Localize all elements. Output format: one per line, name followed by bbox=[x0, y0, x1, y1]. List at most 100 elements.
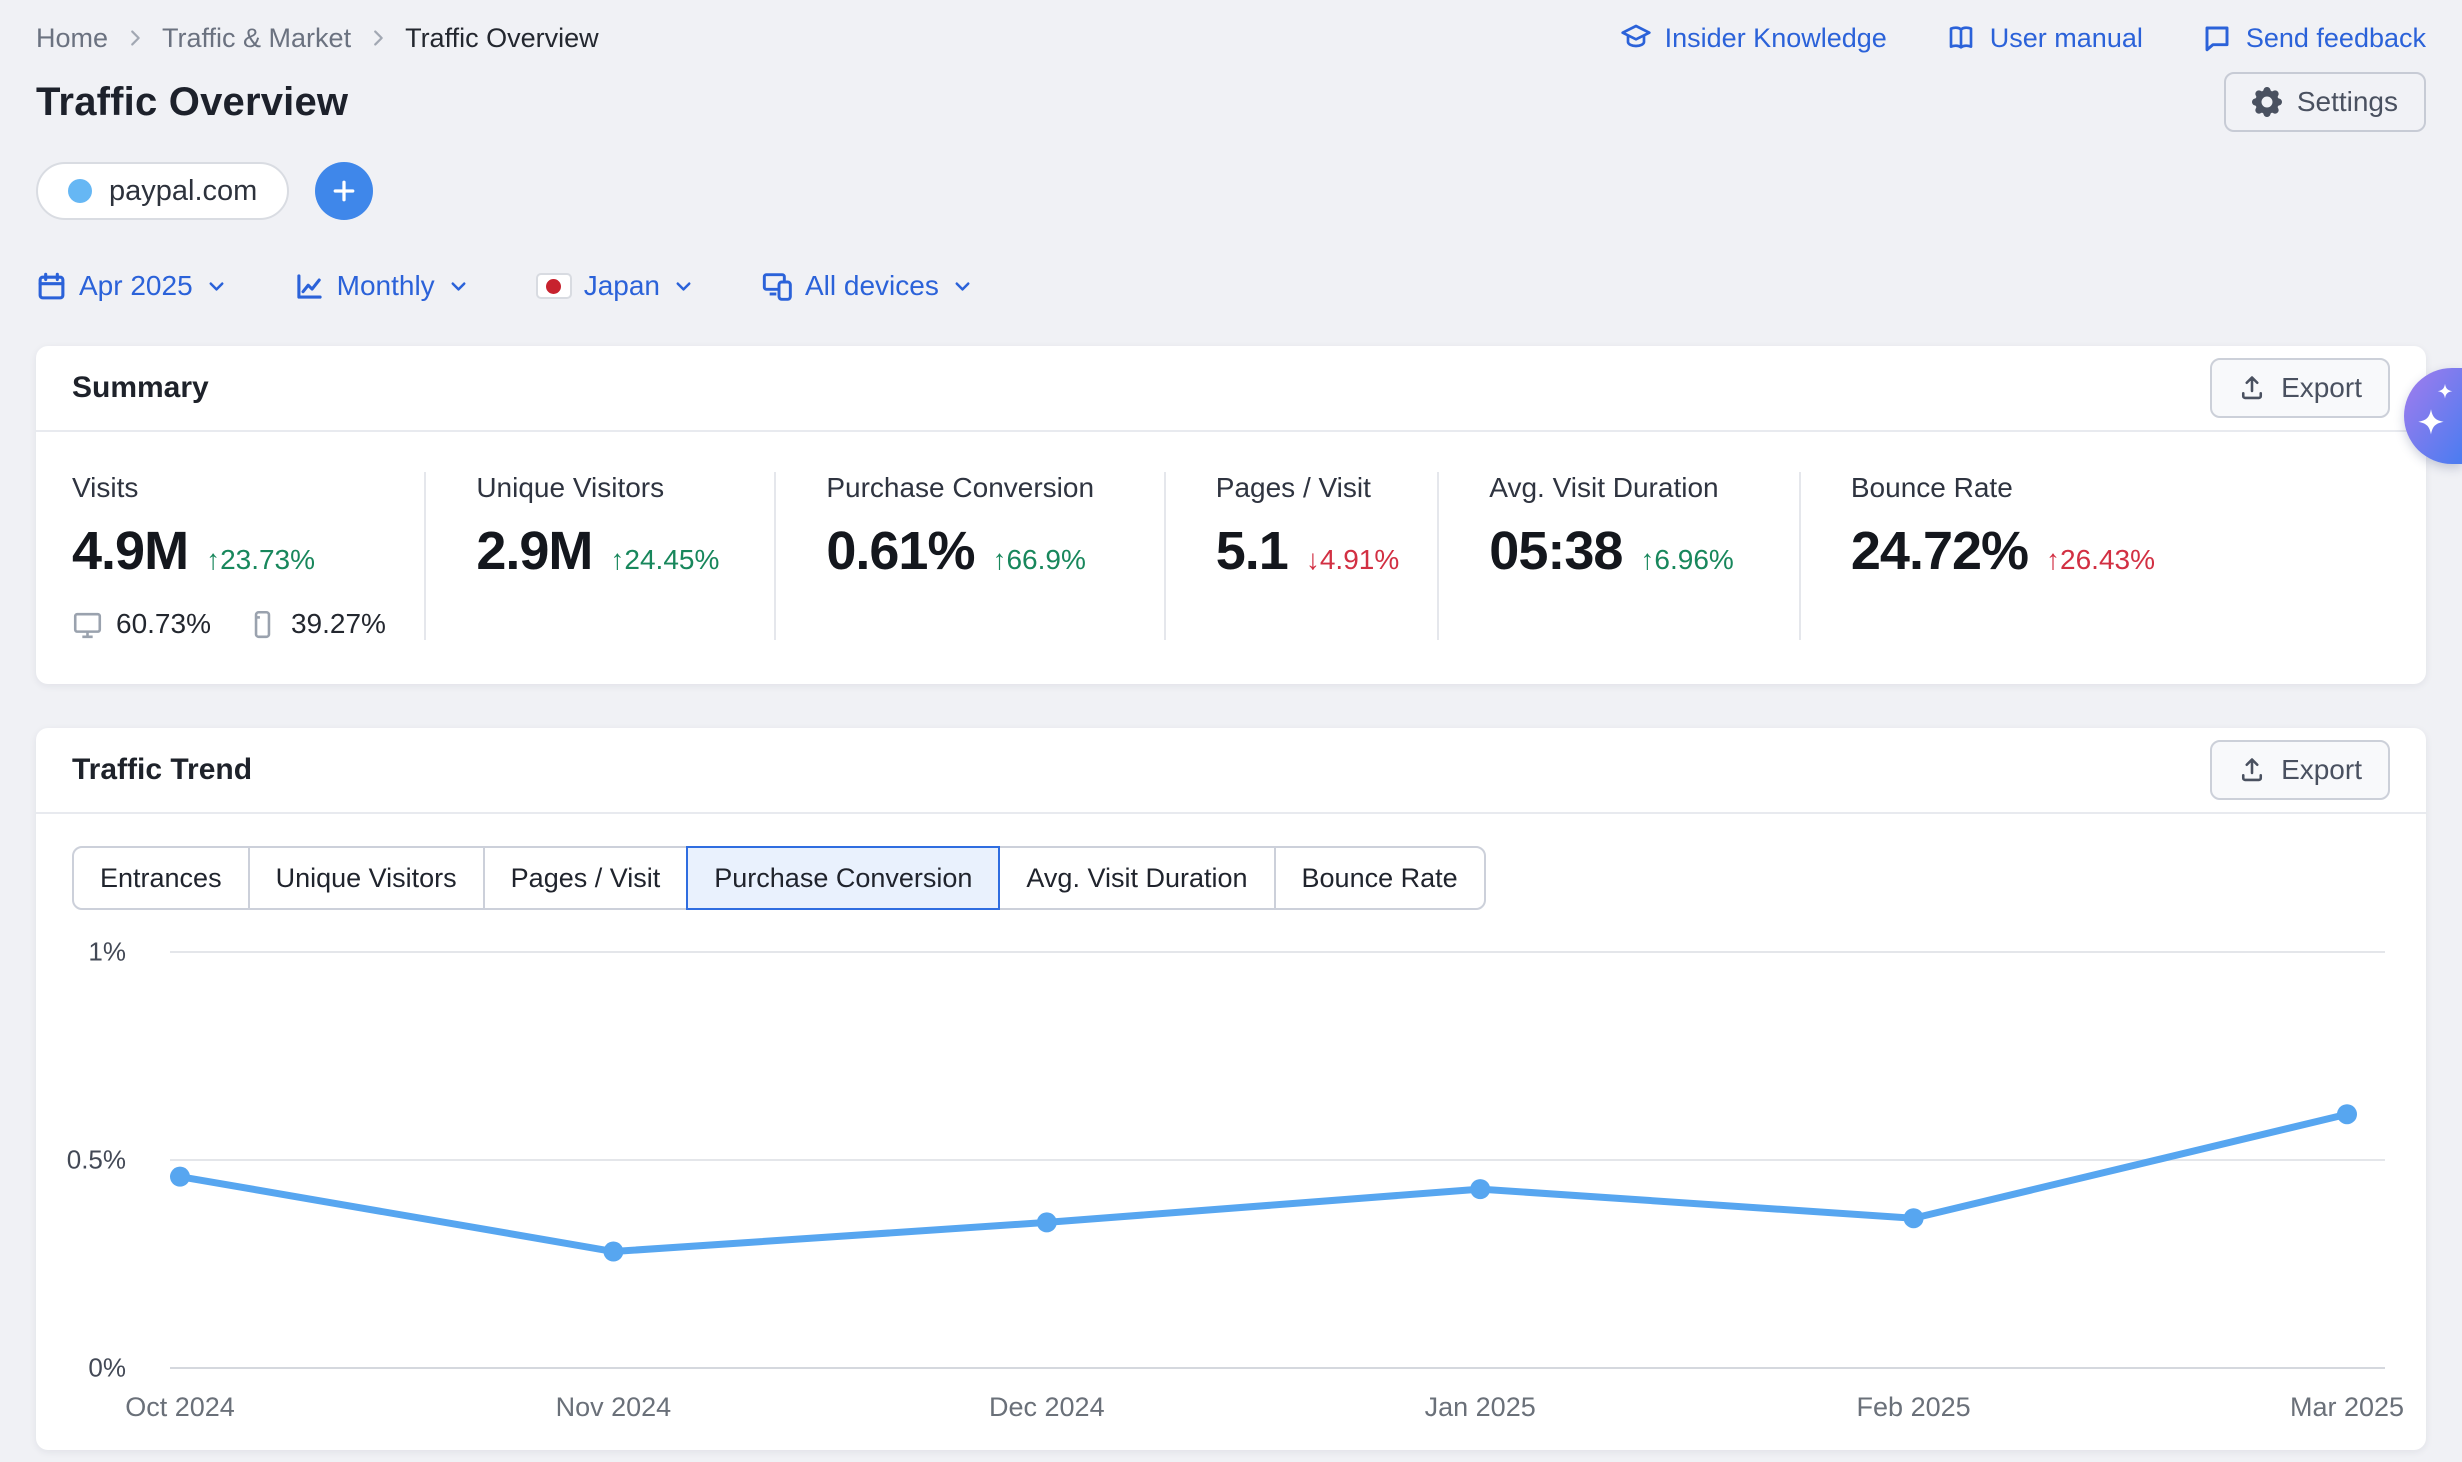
metric-value: 0.61% bbox=[826, 520, 974, 582]
chart-x-label: Nov 2024 bbox=[556, 1392, 672, 1423]
summary-title: Summary bbox=[72, 371, 209, 405]
trend-tab-pages-visit[interactable]: Pages / Visit bbox=[483, 846, 689, 910]
settings-label: Settings bbox=[2297, 86, 2398, 118]
trend-tab-entrances[interactable]: Entrances bbox=[72, 846, 250, 910]
summary-metric-unique-visitors: Unique Visitors 2.9M ↑24.45% bbox=[424, 472, 774, 640]
devices-filter-value: All devices bbox=[805, 270, 939, 302]
breadcrumb-item-traffic-overview: Traffic Overview bbox=[405, 23, 599, 54]
japan-flag-icon bbox=[536, 273, 572, 299]
data-point-feb-2025[interactable] bbox=[1904, 1208, 1924, 1228]
export-upload-icon bbox=[2238, 756, 2266, 784]
metric-value: 5.1 bbox=[1216, 520, 1288, 582]
traffic-trend-title: Traffic Trend bbox=[72, 753, 252, 787]
metric-label: Visits bbox=[72, 472, 424, 504]
metric-change: ↑24.45% bbox=[610, 544, 719, 576]
desktop-icon bbox=[72, 609, 103, 640]
date-filter[interactable]: Apr 2025 bbox=[36, 270, 228, 302]
trend-tab-purchase-conversion[interactable]: Purchase Conversion bbox=[686, 846, 1000, 910]
top-links: Insider Knowledge User manual Send feedb… bbox=[1620, 22, 2426, 54]
chart-y-tick: 1% bbox=[88, 937, 126, 968]
breadcrumb-item-home[interactable]: Home bbox=[36, 23, 108, 54]
granularity-filter[interactable]: Monthly bbox=[294, 270, 470, 302]
data-point-oct-2024[interactable] bbox=[170, 1167, 190, 1187]
summary-card-header: Summary Export bbox=[36, 346, 2426, 432]
title-row: Traffic Overview Settings bbox=[36, 72, 2426, 132]
summary-metric-purchase-conversion: Purchase Conversion 0.61% ↑66.9% bbox=[774, 472, 1163, 640]
summary-card: Summary Export Visits 4.9M ↑23.73% 60.73% 39… bbox=[36, 346, 2426, 684]
insider-knowledge-link[interactable]: Insider Knowledge bbox=[1620, 22, 1887, 54]
devices-icon bbox=[761, 270, 793, 302]
chevron-right-icon bbox=[367, 27, 389, 49]
metric-value: 24.72% bbox=[1851, 520, 2028, 582]
summary-metric-bounce-rate: Bounce Rate 24.72% ↑26.43% bbox=[1799, 472, 2390, 640]
data-point-dec-2024[interactable] bbox=[1037, 1212, 1057, 1232]
metric-value: 2.9M bbox=[476, 520, 592, 582]
summary-export-button[interactable]: Export bbox=[2210, 358, 2390, 418]
domain-chip[interactable]: paypal.com bbox=[36, 162, 289, 220]
chart-x-label: Feb 2025 bbox=[1857, 1392, 1971, 1423]
data-point-mar-2025[interactable] bbox=[2337, 1104, 2357, 1124]
metric-change: ↑66.9% bbox=[992, 544, 1085, 576]
metric-value: 4.9M bbox=[72, 520, 188, 582]
data-point-nov-2024[interactable] bbox=[603, 1242, 623, 1262]
metric-label: Unique Visitors bbox=[476, 472, 774, 504]
user-manual-label: User manual bbox=[1990, 23, 2143, 54]
chart-x-label: Dec 2024 bbox=[989, 1392, 1105, 1423]
chart-x-label: Jan 2025 bbox=[1425, 1392, 1536, 1423]
summary-metric-visits: Visits 4.9M ↑23.73% 60.73% 39.27% bbox=[72, 472, 424, 640]
send-feedback-link[interactable]: Send feedback bbox=[2201, 22, 2426, 54]
region-filter-value: Japan bbox=[584, 270, 660, 302]
metric-label: Purchase Conversion bbox=[826, 472, 1163, 504]
mobile-share: 39.27% bbox=[291, 608, 386, 640]
desktop-share: 60.73% bbox=[116, 608, 211, 640]
trend-tab-avg-visit-duration[interactable]: Avg. Visit Duration bbox=[998, 846, 1275, 910]
granularity-filter-value: Monthly bbox=[337, 270, 435, 302]
trend-tab-unique-visitors[interactable]: Unique Visitors bbox=[248, 846, 485, 910]
add-competitor-button[interactable] bbox=[315, 162, 373, 220]
chart-y-tick: 0% bbox=[88, 1353, 126, 1384]
top-bar: Home Traffic & Market Traffic Overview Ins… bbox=[36, 16, 2426, 60]
breadcrumb: Home Traffic & Market Traffic Overview bbox=[36, 23, 599, 54]
insider-knowledge-label: Insider Knowledge bbox=[1665, 23, 1887, 54]
chevron-down-icon bbox=[672, 275, 695, 298]
page-title: Traffic Overview bbox=[36, 80, 348, 125]
metric-value: 05:38 bbox=[1489, 520, 1622, 582]
chart-x-labels: Oct 2024Nov 2024Dec 2024Jan 2025Feb 2025… bbox=[170, 1392, 2385, 1426]
traffic-overview-page: Home Traffic & Market Traffic Overview Ins… bbox=[0, 0, 2462, 1450]
metric-label: Pages / Visit bbox=[1216, 472, 1438, 504]
export-upload-icon bbox=[2238, 374, 2266, 402]
breadcrumb-item-traffic-market[interactable]: Traffic & Market bbox=[162, 23, 351, 54]
line-chart-icon bbox=[294, 271, 325, 302]
user-manual-link[interactable]: User manual bbox=[1945, 22, 2143, 54]
data-point-jan-2025[interactable] bbox=[1470, 1179, 1490, 1199]
metric-change: ↓4.91% bbox=[1306, 544, 1399, 576]
filters-row: Apr 2025 Monthly Japan All dev bbox=[36, 270, 2426, 302]
traffic-trend-card: Traffic Trend Export EntrancesUnique Vis… bbox=[36, 728, 2426, 1450]
targets-row: paypal.com bbox=[36, 162, 2426, 220]
plus-icon bbox=[329, 176, 359, 206]
chevron-down-icon bbox=[951, 275, 974, 298]
summary-metric-pages-visit: Pages / Visit 5.1 ↓4.91% bbox=[1164, 472, 1438, 640]
metric-label: Bounce Rate bbox=[1851, 472, 2390, 504]
traffic-trend-card-header: Traffic Trend Export bbox=[36, 728, 2426, 814]
trend-export-button[interactable]: Export bbox=[2210, 740, 2390, 800]
graduation-cap-icon bbox=[1620, 22, 1652, 54]
device-share-row: 60.73% 39.27% bbox=[72, 608, 424, 640]
chevron-down-icon bbox=[447, 275, 470, 298]
sparkle-icon bbox=[2434, 382, 2456, 404]
devices-filter[interactable]: All devices bbox=[761, 270, 974, 302]
settings-button[interactable]: Settings bbox=[2224, 72, 2426, 132]
chart-plot[interactable]: 1%0.5%0% bbox=[170, 952, 2385, 1368]
chart-y-tick: 0.5% bbox=[67, 1145, 126, 1176]
book-icon bbox=[1945, 22, 1977, 54]
metric-change: ↑6.96% bbox=[1640, 544, 1733, 576]
mobile-icon bbox=[247, 609, 278, 640]
metric-label: Avg. Visit Duration bbox=[1489, 472, 1799, 504]
metric-change: ↑23.73% bbox=[206, 544, 315, 576]
trend-line-series bbox=[170, 952, 2385, 1368]
metric-change: ↑26.43% bbox=[2046, 544, 2155, 576]
trend-tab-bounce-rate[interactable]: Bounce Rate bbox=[1274, 846, 1486, 910]
region-filter[interactable]: Japan bbox=[536, 270, 695, 302]
date-filter-value: Apr 2025 bbox=[79, 270, 193, 302]
feedback-bubble-icon bbox=[2201, 22, 2233, 54]
